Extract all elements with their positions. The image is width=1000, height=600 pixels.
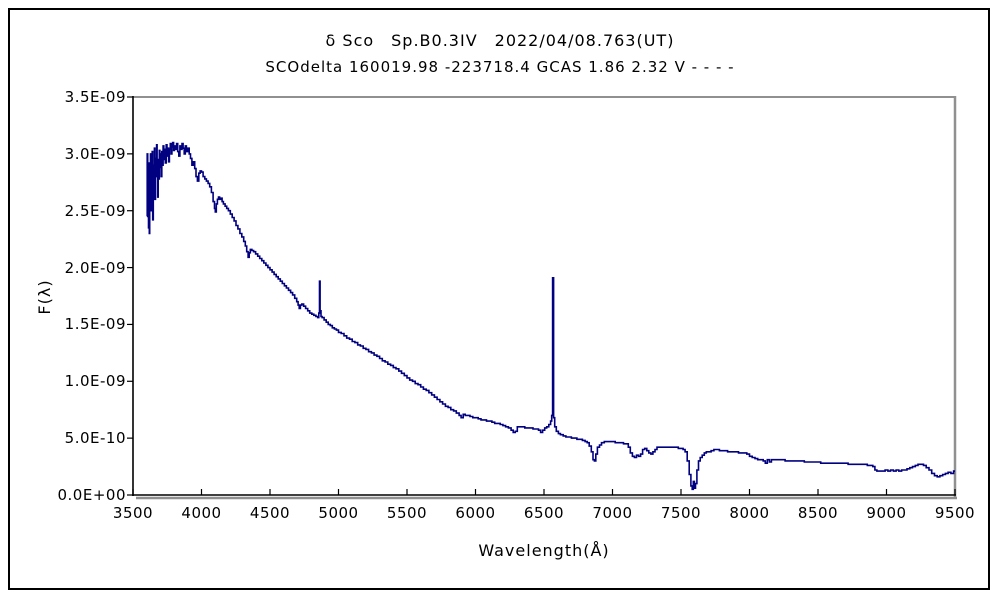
- x-tick-label: 7500: [660, 504, 702, 522]
- y-tick-label: 0.0E+00: [57, 486, 126, 504]
- axis-tick-marks: [127, 96, 956, 496]
- x-tick-label: 6500: [523, 504, 565, 522]
- x-axis-title: Wavelength(Å): [478, 541, 610, 560]
- y-tick-label: 3.5E-09: [64, 88, 126, 106]
- x-tick-label: 5500: [386, 504, 428, 522]
- x-tick-label: 5000: [318, 504, 359, 522]
- x-tick-label: 7000: [592, 504, 633, 522]
- spectrum-line: [146, 141, 955, 491]
- y-tick-label: 3.0E-09: [64, 144, 126, 163]
- x-tick-label: 4000: [181, 504, 222, 522]
- x-tick-label: 4500: [249, 504, 291, 522]
- y-tick-label: 1.0E-09: [64, 372, 126, 391]
- x-tick-label: 3500: [112, 504, 154, 522]
- y-tick-label: 1.5E-09: [64, 315, 126, 334]
- chart-subtitle: SCOdelta 160019.98 -223718.4 GCAS 1.86 2…: [265, 58, 735, 76]
- x-tick-label: 9000: [866, 504, 907, 522]
- x-tick-label: 8000: [729, 504, 770, 522]
- chart-outer-border: [8, 8, 990, 590]
- x-tick-label: 8500: [797, 504, 839, 522]
- x-tick-label: 6000: [455, 504, 496, 522]
- x-tick-label: 9500: [934, 504, 976, 522]
- chart-title: δ Sco Sp.B0.3IV 2022/04/08.763(UT): [325, 31, 675, 50]
- y-tick-label: 5.0E-10: [64, 429, 126, 448]
- y-tick-label: 2.5E-09: [64, 201, 126, 220]
- y-tick-label: 2.0E-09: [64, 258, 126, 277]
